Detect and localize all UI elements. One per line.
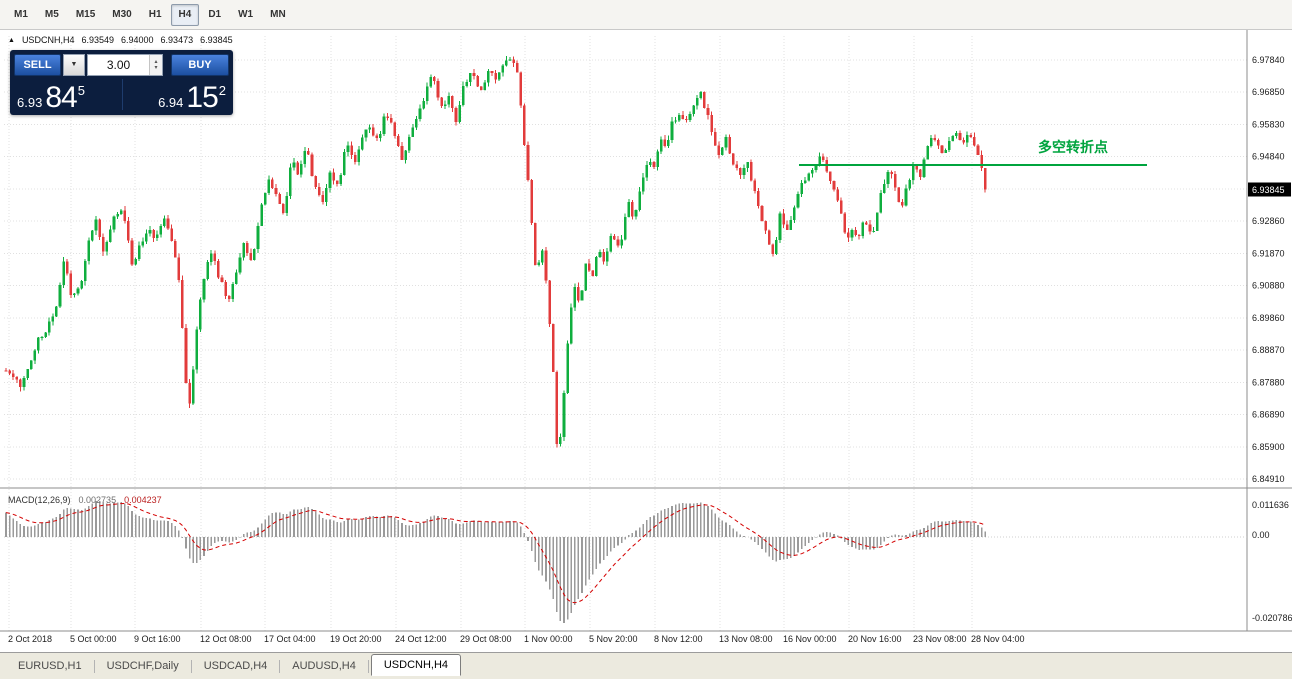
svg-text:17 Oct 04:00: 17 Oct 04:00 [264,634,316,644]
tab-separator [279,659,281,673]
timeframe-button-h1[interactable]: H1 [141,4,170,26]
macd-name: MACD(12,26,9) [8,495,71,505]
svg-text:23 Nov 08:00: 23 Nov 08:00 [913,634,967,644]
timeframe-button-w1[interactable]: W1 [230,4,261,26]
chart-ohlc-header: ▲ USDCNH,H4 6.93549 6.94000 6.93473 6.93… [8,35,233,45]
timeframe-toolbar: M1 M5 M15 M30 H1 H4 D1 W1 MN [0,0,1292,30]
svg-text:0.011636: 0.011636 [1252,500,1289,510]
svg-text:1 Nov 00:00: 1 Nov 00:00 [524,634,573,644]
svg-text:-0.020786: -0.020786 [1252,613,1292,623]
svg-text:5 Oct 00:00: 5 Oct 00:00 [70,634,117,644]
svg-text:5 Nov 20:00: 5 Nov 20:00 [589,634,638,644]
svg-text:6.90880: 6.90880 [1252,281,1285,291]
svg-text:6.93845: 6.93845 [1252,185,1285,195]
tab-usdcad-h4[interactable]: USDCAD,H4 [203,660,268,672]
bid-big: 84 [45,81,77,114]
macd-signal-value: 0.004237 [124,495,162,505]
timeframe-button-mn[interactable]: MN [262,4,294,26]
trade-controls-row: SELL ▼ ▴ ▾ BUY [14,53,229,76]
svg-text:9 Oct 16:00: 9 Oct 16:00 [134,634,181,644]
spinner-up-icon: ▴ [154,58,158,65]
chart-tab-bar: EURUSD,H1 USDCHF,Daily USDCAD,H4 AUDUSD,… [0,652,1292,679]
svg-text:6.85900: 6.85900 [1252,442,1285,452]
svg-text:6.95830: 6.95830 [1252,119,1285,129]
timeframe-button-h4[interactable]: H4 [170,3,200,26]
trade-prices-row: 6.93 84 5 6.94 15 2 [14,76,229,113]
svg-text:29 Oct 08:00: 29 Oct 08:00 [460,634,512,644]
svg-text:6.84910: 6.84910 [1252,474,1285,484]
svg-text:6.92860: 6.92860 [1252,216,1285,226]
macd-indicator-label: MACD(12,26,9) 0.002735 0.004237 [8,495,162,505]
sell-button[interactable]: SELL [14,53,61,76]
ohlc-close: 6.93845 [200,35,233,45]
svg-text:19 Oct 20:00: 19 Oct 20:00 [330,634,382,644]
chart-marker-icon: ▲ [8,36,15,44]
svg-text:2 Oct 2018: 2 Oct 2018 [8,634,52,644]
bid-price: 6.93 84 5 [17,81,85,114]
timeframe-button-m1[interactable]: M1 [6,4,36,26]
svg-text:6.94840: 6.94840 [1252,152,1285,162]
svg-text:0.00: 0.00 [1252,530,1270,540]
tab-usdcnh-h4[interactable]: USDCNH,H4 [370,653,462,676]
svg-text:24 Oct 12:00: 24 Oct 12:00 [395,634,447,644]
chart-symbol-label: USDCNH,H4 [21,35,75,45]
tab-usdchf-daily[interactable]: USDCHF,Daily [106,660,179,672]
svg-text:6.96850: 6.96850 [1252,87,1285,97]
svg-text:16 Nov 00:00: 16 Nov 00:00 [783,634,837,644]
bid-sup: 5 [77,83,85,98]
tab-separator [93,659,95,673]
svg-text:20 Nov 16:00: 20 Nov 16:00 [848,634,902,644]
volume-stepper[interactable]: ▴ ▾ [149,54,162,75]
ask-price: 6.94 15 2 [158,81,226,114]
svg-text:多空转折点: 多空转折点 [1038,139,1108,155]
buy-button[interactable]: BUY [171,53,229,76]
svg-text:8 Nov 12:00: 8 Nov 12:00 [654,634,703,644]
ohlc-low: 6.93473 [160,35,194,45]
timeframe-button-m15[interactable]: M15 [68,4,103,26]
tab-audusd-h4[interactable]: AUDUSD,H4 [292,660,356,672]
svg-text:12 Oct 08:00: 12 Oct 08:00 [200,634,252,644]
one-click-trading-panel: SELL ▼ ▴ ▾ BUY 6.93 84 5 [10,50,233,115]
svg-text:6.88870: 6.88870 [1252,345,1285,355]
chart-window: 2 Oct 2018 5 Oct 00:00 9 Oct 16:00 12 Oct 0… [0,30,1292,652]
timeframe-button-d1[interactable]: D1 [200,4,229,26]
svg-text:6.86890: 6.86890 [1252,410,1285,420]
svg-text:6.91870: 6.91870 [1252,248,1285,258]
volume-input[interactable] [88,54,149,75]
bid-prefix: 6.93 [17,95,43,110]
timeframe-button-m5[interactable]: M5 [37,4,67,26]
svg-text:6.87880: 6.87880 [1252,377,1285,387]
chevron-down-icon: ▼ [70,61,78,68]
volume-field: ▴ ▾ [87,53,163,76]
svg-text:6.97840: 6.97840 [1252,55,1285,65]
ask-sup: 2 [218,83,226,98]
ohlc-open: 6.93549 [81,35,114,45]
ask-prefix: 6.94 [158,95,184,110]
tab-separator [367,659,369,673]
svg-text:6.89860: 6.89860 [1252,313,1285,323]
svg-text:28 Nov 04:00: 28 Nov 04:00 [971,634,1025,644]
svg-text:13 Nov 08:00: 13 Nov 08:00 [719,634,773,644]
spinner-down-icon: ▾ [154,64,158,71]
tab-eurusd-h1[interactable]: EURUSD,H1 [18,660,82,672]
tab-separator [190,659,192,673]
price-chart-svg[interactable]: 2 Oct 2018 5 Oct 00:00 9 Oct 16:00 12 Oct 0… [0,30,1292,652]
ohlc-high: 6.94000 [121,35,154,45]
volume-dropdown[interactable]: ▼ [63,53,85,76]
ask-big: 15 [186,81,218,114]
macd-main-value: 0.002735 [78,495,117,505]
timeframe-button-m30[interactable]: M30 [104,4,139,26]
